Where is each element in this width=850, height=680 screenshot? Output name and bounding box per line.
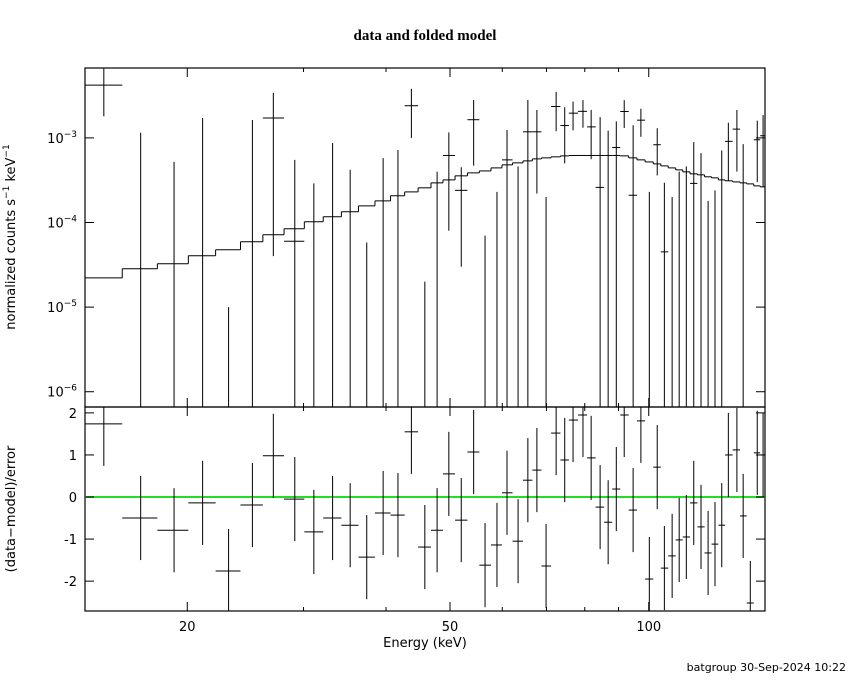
plot-area <box>85 407 765 611</box>
y-tick-label: -2 <box>64 575 77 590</box>
y-tick-label: 0 <box>69 491 77 506</box>
x-tick-label: 20 <box>179 620 196 635</box>
y-tick-label: 10−4 <box>47 215 77 232</box>
y-tick-label: 10−5 <box>47 299 77 316</box>
plot-area <box>85 68 765 407</box>
y-axis-label: normalized counts s−1 keV−1 <box>2 144 19 329</box>
footer: batgroup 30-Sep-2024 10:22 <box>687 661 846 674</box>
y-tick-label: 1 <box>69 449 77 464</box>
y-tick-label: -1 <box>64 533 77 548</box>
x-tick-label: 100 <box>636 620 661 635</box>
x-axis-label: Energy (keV) <box>383 636 467 651</box>
y-tick-label: 10−6 <box>47 384 77 401</box>
y-tick-label: 2 <box>69 407 77 422</box>
y-axis-label: (data−model)/error <box>4 445 19 572</box>
y-tick-label: 10−3 <box>47 130 77 147</box>
chart-title: data and folded model <box>354 28 497 44</box>
model-riser <box>121 155 761 278</box>
x-tick-label: 50 <box>442 620 459 635</box>
